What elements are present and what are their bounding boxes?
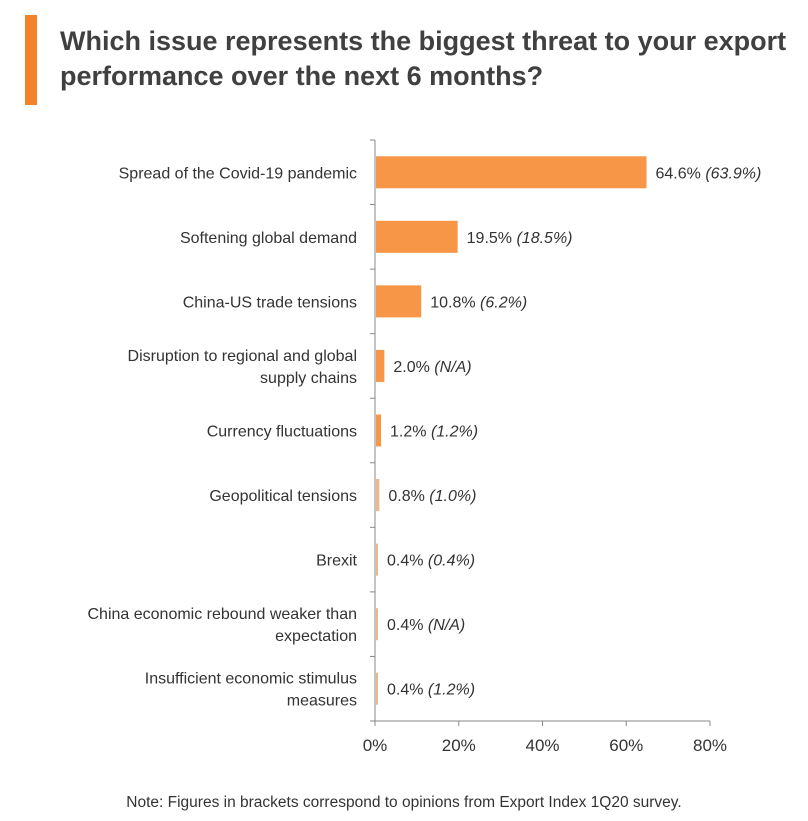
category-label: Spread of the Covid-19 pandemic [119, 165, 357, 182]
x-tick-label: 80% [693, 736, 727, 755]
data-label: 0.4% (N/A) [387, 617, 465, 634]
category-label: Insufficient economic stimulus [145, 671, 357, 688]
category-label: expectation [275, 628, 357, 645]
title-accent-bar [25, 15, 37, 105]
bar [376, 479, 380, 512]
bar [376, 672, 378, 705]
category-label: Disruption to regional and global [128, 348, 357, 365]
x-tick-label: 60% [609, 736, 643, 755]
bar [376, 349, 385, 382]
data-label: 10.8% (6.2%) [430, 294, 527, 311]
x-tick-label: 20% [442, 736, 476, 755]
data-label: 19.5% (18.5%) [467, 230, 573, 247]
data-label: 0.4% (0.4%) [387, 553, 475, 570]
chart-title: Which issue represents the biggest threa… [60, 26, 787, 91]
data-label: 64.6% (63.9%) [656, 165, 762, 182]
bar [376, 156, 647, 189]
data-label: 2.0% (N/A) [393, 359, 471, 376]
category-label: China-US trade tensions [183, 294, 357, 311]
category-label: China economic rebound weaker than [88, 606, 358, 623]
x-tick-label: 40% [525, 736, 559, 755]
category-label: Currency fluctuations [207, 424, 357, 441]
x-tick-label: 0% [363, 736, 388, 755]
data-label: 0.8% (1.0%) [388, 488, 476, 505]
data-label: 1.2% (1.2%) [390, 424, 478, 441]
category-label: Brexit [316, 553, 357, 570]
category-label: supply chains [260, 370, 357, 387]
bar [376, 543, 378, 576]
category-label: measures [287, 693, 357, 710]
category-label: Softening global demand [180, 230, 357, 247]
data-label: 0.4% (1.2%) [387, 682, 475, 699]
bar [376, 285, 422, 318]
bar [376, 608, 378, 641]
bar [376, 220, 458, 253]
bar [376, 414, 382, 447]
category-label: Geopolitical tensions [209, 488, 357, 505]
chart-note: Note: Figures in brackets correspond to … [126, 794, 682, 811]
